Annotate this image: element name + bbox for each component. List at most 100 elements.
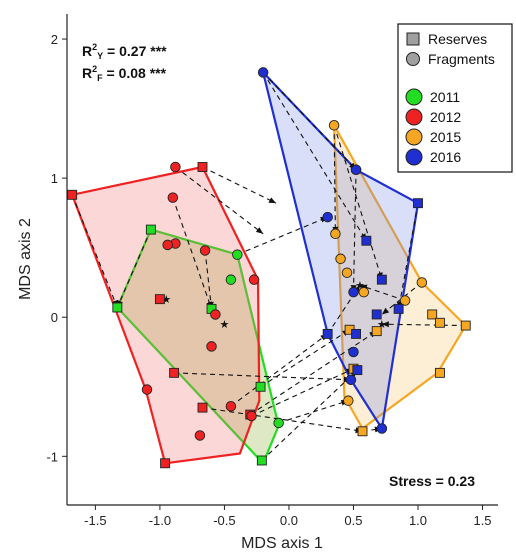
x-tick-label: -0.5 [213, 513, 235, 528]
reserve-point-2015 [427, 309, 438, 320]
trajectory-link [204, 250, 214, 309]
reserve-point-2016 [376, 274, 387, 285]
trajectory-link [350, 169, 357, 293]
fragment-point-2015 [341, 267, 353, 278]
legend-label-fragments: Fragments [428, 51, 495, 67]
r2-fragment-label: R2F = 0.08 *** [82, 64, 167, 83]
fragment-point-2012 [162, 239, 173, 251]
fragment-point-2016 [376, 423, 388, 434]
fragment-point-2015 [330, 228, 341, 240]
trajectory-link [251, 368, 354, 417]
reserve-point-2011 [256, 455, 267, 466]
fragment-point-2012 [210, 309, 221, 320]
centroid-2015: ★ [377, 318, 387, 331]
legend-label-reserves: Reserves [428, 31, 487, 47]
x-tick-label: 1.0 [409, 513, 427, 528]
fragment-point-2016 [348, 286, 359, 298]
fragment-point-2016 [345, 374, 357, 386]
trajectory-link [249, 330, 378, 416]
fragment-point-2012 [167, 192, 179, 203]
legend-marker-fragments [406, 52, 420, 66]
fragment-point-2012 [141, 384, 153, 395]
fragment-point-2012 [246, 410, 257, 422]
trajectory-link [359, 284, 406, 302]
reserve-point-2016 [393, 303, 404, 314]
legend-marker-2016 [405, 148, 423, 166]
reserve-point-2016 [352, 365, 363, 376]
legend-label-2012: 2012 [430, 109, 461, 125]
x-tick-label: 1.5 [473, 513, 491, 528]
trajectory-link [230, 333, 328, 407]
trajectory-link [175, 166, 264, 235]
fragment-point-2016 [322, 211, 333, 223]
svg-text:R2F = 0.08 ***: R2F = 0.08 *** [82, 64, 167, 83]
stress-label: Stress = 0.23 [389, 473, 475, 489]
reserve-point-2012 [197, 162, 208, 172]
reserve-point-2015 [460, 320, 471, 331]
y-tick-label: 1 [51, 171, 58, 186]
trajectory-link [381, 321, 466, 328]
axes [66, 14, 498, 506]
fragment-point-2011 [273, 417, 284, 429]
reserve-point-2011 [112, 302, 123, 313]
fragment-point-2015 [328, 120, 340, 131]
reserve-point-2015 [357, 426, 368, 437]
trajectory-link [278, 399, 349, 424]
fragment-point-2012 [206, 341, 217, 352]
reserve-point-2012 [160, 458, 171, 469]
reserve-point-2011 [145, 224, 156, 235]
trajectory-link [332, 125, 339, 234]
trajectory-link [237, 216, 328, 256]
reserve-point-2012 [169, 367, 180, 378]
reserve-point-2015 [371, 326, 382, 337]
fragment-point-2015 [343, 395, 354, 406]
reserve-point-2016 [322, 328, 333, 339]
reserve-point-2016 [361, 235, 372, 246]
r2y-value: = 0.27 *** [103, 43, 167, 59]
trajectory-link [202, 166, 277, 204]
reserve-point-2012 [67, 189, 78, 200]
y-tick-label: -1 [46, 449, 58, 464]
trajectory-link [174, 372, 351, 383]
centroid-2012: ★ [161, 293, 171, 306]
y-tick-label: 2 [51, 32, 58, 47]
fragment-point-2012 [248, 274, 260, 285]
fragment-point-2015 [358, 286, 370, 298]
legend: Reserves Fragments 2011 2012 2015 2016 [397, 23, 513, 173]
fragment-point-2016 [348, 346, 359, 358]
trajectory-link [262, 72, 367, 242]
x-tick-label: -1.0 [149, 513, 171, 528]
reserve-point-2015 [434, 367, 445, 378]
x-tick-label: -1.5 [84, 513, 106, 528]
legend-label-2015: 2015 [430, 129, 461, 145]
plot-area: ★ ★ ★ ★ [67, 67, 471, 469]
reserve-point-2016 [413, 198, 423, 209]
r2f-value: = 0.08 *** [103, 65, 167, 81]
fragment-point-2011 [232, 249, 243, 260]
x-tick-label: 0.5 [344, 513, 362, 528]
centroid-2016: ★ [355, 279, 365, 292]
reserve-point-2016 [371, 309, 382, 320]
fragment-point-2012 [199, 245, 211, 256]
x-axis-title: MDS axis 1 [241, 535, 323, 552]
legend-label-2016: 2016 [430, 149, 461, 165]
y-tick-label: 0 [51, 310, 58, 325]
hull-2012 [71, 165, 261, 465]
reserve-point-2011 [255, 381, 266, 392]
reserve-point-2012 [197, 402, 208, 413]
centroid-2011: ★ [219, 318, 229, 331]
x-tick-label: 0.0 [280, 513, 298, 528]
fragment-point-2015 [399, 295, 411, 306]
reserve-point-2016 [351, 328, 362, 339]
trajectory-link [261, 369, 358, 461]
fragment-point-2016 [257, 67, 269, 78]
trajectory-link [71, 194, 118, 308]
fragment-point-2015 [335, 253, 346, 265]
legend-label-2011: 2011 [430, 89, 460, 105]
reserve-point-2012 [154, 294, 165, 305]
fragment-point-2012 [194, 430, 206, 441]
fragment-point-2012 [225, 400, 237, 412]
legend-marker-2015 [405, 128, 423, 146]
legend-marker-2012 [405, 108, 423, 126]
